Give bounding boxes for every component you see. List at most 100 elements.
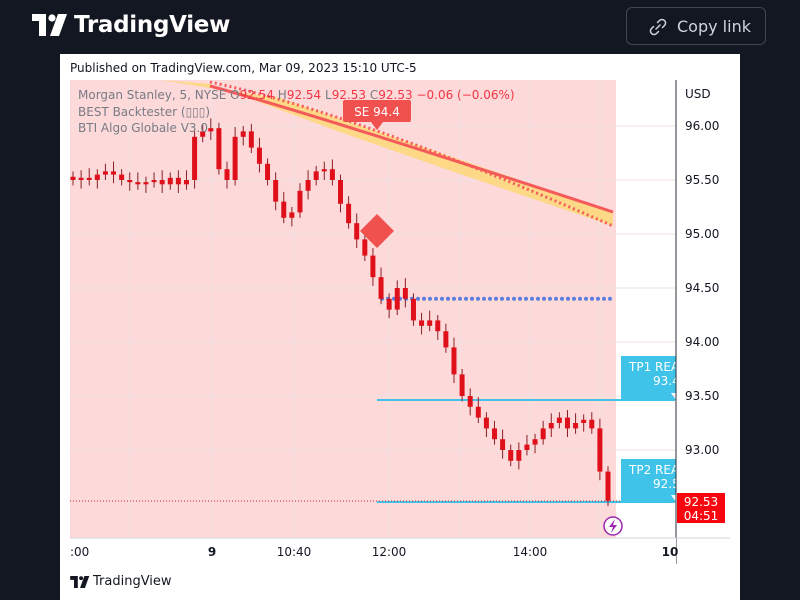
candlestick-chart[interactable]: SE 94.4 TP1 REA 93.4 TP2 REA 92.5 USD 96…	[60, 54, 740, 600]
candle-body	[500, 439, 506, 450]
tradingview-logo-icon	[32, 14, 67, 36]
candle-body	[256, 147, 262, 164]
candle-body	[94, 174, 100, 180]
legend-close: 92.53	[378, 88, 413, 102]
candle-body	[354, 223, 360, 240]
brand-name: TradingView	[74, 12, 231, 38]
price-axis-labels: 96.00 95.50 95.00 94.50 94.00 93.50 93.00	[685, 119, 719, 457]
candle-body	[402, 288, 408, 299]
tradingview-logo[interactable]: TradingView	[32, 12, 230, 38]
candle-body	[216, 128, 222, 170]
legend-symbol: Morgan Stanley, 5, NYSE	[78, 88, 227, 102]
candle-body	[386, 298, 392, 310]
tp2-tag-label: TP2 REA	[628, 463, 680, 477]
footer-brand-name: TradingView	[93, 574, 172, 589]
price-tick-label: 93.00	[685, 443, 719, 457]
price-tick-label: 95.50	[685, 173, 719, 187]
candle-body	[443, 331, 449, 348]
entry-line-dot	[428, 296, 432, 301]
entry-line-dot	[458, 296, 462, 301]
copy-link-button[interactable]: Copy link	[626, 7, 766, 45]
entry-line-dot	[530, 296, 534, 301]
chart-legend: Morgan Stanley, 5, NYSE O92.54 H92.54 L9…	[78, 87, 515, 137]
candle-body	[297, 190, 303, 213]
tp2-tag	[621, 459, 676, 502]
legend-indicator-1[interactable]: BEST Backtester (▯▯▯)	[78, 104, 211, 119]
candle-body	[483, 417, 489, 429]
legend-indicator-2[interactable]: BTI Algo Globale V3.0	[78, 121, 209, 135]
entry-tag	[343, 100, 411, 122]
entry-line-dot	[584, 296, 588, 301]
candle-body	[119, 174, 125, 180]
candle-body	[564, 417, 570, 429]
entry-line-dot	[554, 296, 558, 301]
entry-line-dot	[488, 296, 492, 301]
entry-line-dot	[548, 296, 552, 301]
entry-line-dot	[452, 296, 456, 301]
footer-brand: TradingView	[70, 574, 172, 589]
candle-body	[435, 320, 441, 332]
sell-signal-diamond	[360, 214, 394, 248]
candle-body	[524, 444, 530, 450]
entry-line	[380, 296, 612, 301]
tp1-tag-value: 93.4	[653, 374, 680, 388]
price-tick-label: 96.00	[685, 119, 719, 133]
candle-body	[281, 201, 287, 218]
currency-label: USD	[685, 87, 711, 101]
entry-line-dot	[578, 296, 582, 301]
candle-body	[78, 177, 84, 180]
price-tick-label: 93.50	[685, 389, 719, 403]
candle-body	[289, 212, 295, 218]
candle-body	[175, 177, 181, 185]
entry-line-dot	[596, 296, 600, 301]
entry-line-dot	[542, 296, 546, 301]
entry-line-dot	[500, 296, 504, 301]
candles	[70, 118, 611, 507]
candle-body	[467, 396, 473, 407]
candle-body	[346, 203, 352, 224]
time-tick-5: 10	[662, 545, 679, 559]
candle-body	[151, 180, 157, 183]
candle-body	[329, 169, 335, 180]
legend-high-label: H	[277, 88, 287, 102]
last-price-label	[677, 493, 725, 523]
candle-body	[532, 439, 538, 445]
candle-body	[240, 131, 246, 137]
candle-body	[378, 277, 384, 299]
candle-body	[573, 423, 579, 429]
entry-line-dot	[476, 296, 480, 301]
top-bar: TradingView Copy link	[0, 0, 800, 54]
tp2-tag-value: 92.5	[653, 477, 680, 491]
candle-body	[370, 255, 376, 278]
entry-line-dot	[572, 296, 576, 301]
price-tick-label: 95.00	[685, 227, 719, 241]
legend-high: 92.54	[286, 88, 322, 102]
resistance-band-lower	[209, 80, 614, 228]
legend-close-label: C	[369, 88, 379, 102]
entry-line-dot	[590, 296, 594, 301]
entry-line-dot	[416, 296, 420, 301]
candle-body	[508, 450, 514, 461]
candle-body	[597, 428, 603, 472]
candle-body	[183, 180, 189, 185]
candle-body	[224, 169, 230, 180]
candle-body	[410, 298, 416, 321]
tradingview-logo-icon	[70, 575, 90, 588]
candle-body	[313, 171, 319, 180]
entry-line-dot	[440, 296, 444, 301]
candle-body	[540, 428, 546, 440]
entry-line-dot	[608, 296, 612, 301]
candle-body	[273, 180, 279, 202]
candle-body	[492, 428, 498, 440]
entry-line-dot	[566, 296, 570, 301]
entry-line-dot	[518, 296, 522, 301]
candle-body	[102, 171, 108, 175]
candle-body	[265, 163, 271, 180]
time-tick-3: 12:00	[372, 545, 407, 559]
entry-line-dot	[512, 296, 516, 301]
entry-tag-pointer	[371, 122, 383, 130]
price-axis	[676, 80, 730, 564]
entry-line-dot	[464, 296, 468, 301]
candle-body	[167, 177, 173, 185]
entry-line-dot	[422, 296, 426, 301]
